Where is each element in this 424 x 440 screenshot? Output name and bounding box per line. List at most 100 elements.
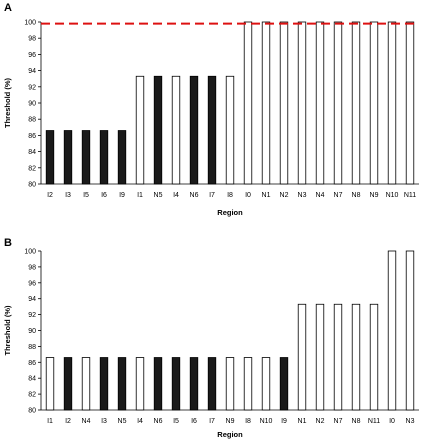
bar	[243, 21, 253, 185]
y-tick-label: 94	[28, 68, 36, 75]
y-tick-label: 100	[24, 20, 36, 27]
x-tick-label: I9	[119, 192, 125, 199]
y-tick-label: 80	[28, 182, 36, 189]
bar	[153, 75, 163, 185]
x-tick-label: N3	[298, 192, 307, 199]
x-tick-label: I5	[173, 418, 179, 425]
x-tick-label: N2	[316, 418, 325, 425]
bar	[117, 130, 127, 185]
bar	[207, 75, 217, 185]
y-tick-label: 90	[28, 328, 36, 335]
y-tick-label: 92	[28, 84, 36, 91]
bar	[45, 130, 55, 185]
y-tick-label: 90	[28, 101, 36, 108]
x-axis-title: Region	[217, 430, 243, 439]
y-tick-label: 84	[28, 376, 36, 383]
bar	[99, 130, 109, 185]
x-tick-label: N10	[386, 192, 399, 199]
x-tick-label: I9	[281, 418, 287, 425]
bar	[225, 357, 235, 411]
x-tick-label: I1	[137, 192, 143, 199]
x-tick-label: N11	[404, 192, 416, 199]
bar	[45, 357, 55, 411]
bar	[261, 21, 271, 185]
bar	[387, 21, 397, 185]
x-tick-label: N9	[370, 192, 379, 199]
x-tick-label: I4	[173, 192, 179, 199]
x-tick-label: N4	[82, 418, 91, 425]
x-tick-label: N8	[352, 192, 361, 199]
y-tick-label: 96	[28, 280, 36, 287]
y-tick-label: 96	[28, 52, 36, 59]
bar	[225, 75, 235, 185]
x-tick-label: N7	[334, 192, 343, 199]
bar	[63, 130, 73, 185]
bar	[333, 21, 343, 185]
bar	[351, 21, 361, 185]
y-tick-label: 98	[28, 264, 36, 271]
bar	[369, 303, 379, 411]
x-tick-label: I6	[191, 418, 197, 425]
bar	[81, 130, 91, 185]
bar	[189, 357, 199, 411]
y-axis-title: Threshold (%)	[3, 305, 12, 356]
bar	[117, 357, 127, 411]
bar	[315, 21, 325, 185]
x-tick-label: I3	[65, 192, 71, 199]
x-tick-label: N5	[154, 192, 163, 199]
x-tick-label: I7	[209, 418, 215, 425]
x-tick-label: N1	[262, 192, 271, 199]
y-tick-label: 100	[24, 249, 36, 256]
x-tick-label: N6	[154, 418, 163, 425]
bar	[297, 303, 307, 411]
x-tick-label: I0	[245, 192, 251, 199]
x-tick-label: N1	[298, 418, 307, 425]
bar	[405, 21, 415, 185]
y-tick-label: 82	[28, 392, 36, 399]
bar	[333, 303, 343, 411]
x-tick-label: N10	[260, 418, 273, 425]
bar	[135, 75, 145, 185]
x-tick-label: N9	[226, 418, 235, 425]
bar	[171, 357, 181, 411]
y-tick-label: 98	[28, 36, 36, 43]
x-tick-label: N5	[118, 418, 127, 425]
y-tick-label: 82	[28, 165, 36, 172]
bar	[153, 357, 163, 411]
bar	[405, 250, 415, 411]
x-axis-title: Region	[217, 208, 243, 217]
bar	[315, 303, 325, 411]
bar	[279, 357, 289, 411]
bar	[189, 75, 199, 185]
bar	[369, 21, 379, 185]
x-tick-label: N6	[190, 192, 199, 199]
y-tick-label: 88	[28, 344, 36, 351]
y-tick-label: 92	[28, 312, 36, 319]
y-tick-label: 86	[28, 360, 36, 367]
y-tick-label: 80	[28, 408, 36, 415]
x-tick-label: N3	[406, 418, 415, 425]
bar	[351, 303, 361, 411]
x-tick-label: I3	[101, 418, 107, 425]
bar	[171, 75, 181, 185]
x-tick-label: I2	[47, 192, 53, 199]
x-tick-label: I6	[101, 192, 107, 199]
bar	[63, 357, 73, 411]
panel-letter: A	[4, 2, 12, 14]
y-tick-label: 86	[28, 133, 36, 140]
bar	[99, 357, 109, 411]
x-tick-label: N11	[368, 418, 380, 425]
x-tick-label: I7	[209, 192, 215, 199]
y-tick-label: 84	[28, 149, 36, 156]
bar	[207, 357, 217, 411]
x-tick-label: N2	[280, 192, 289, 199]
bar	[135, 357, 145, 411]
y-axis-title: Threshold (%)	[3, 77, 12, 128]
x-tick-label: I8	[245, 418, 251, 425]
x-tick-label: I2	[65, 418, 71, 425]
panel-letter: B	[4, 237, 12, 249]
bar	[261, 357, 271, 411]
bar	[243, 357, 253, 411]
bar	[279, 21, 289, 185]
